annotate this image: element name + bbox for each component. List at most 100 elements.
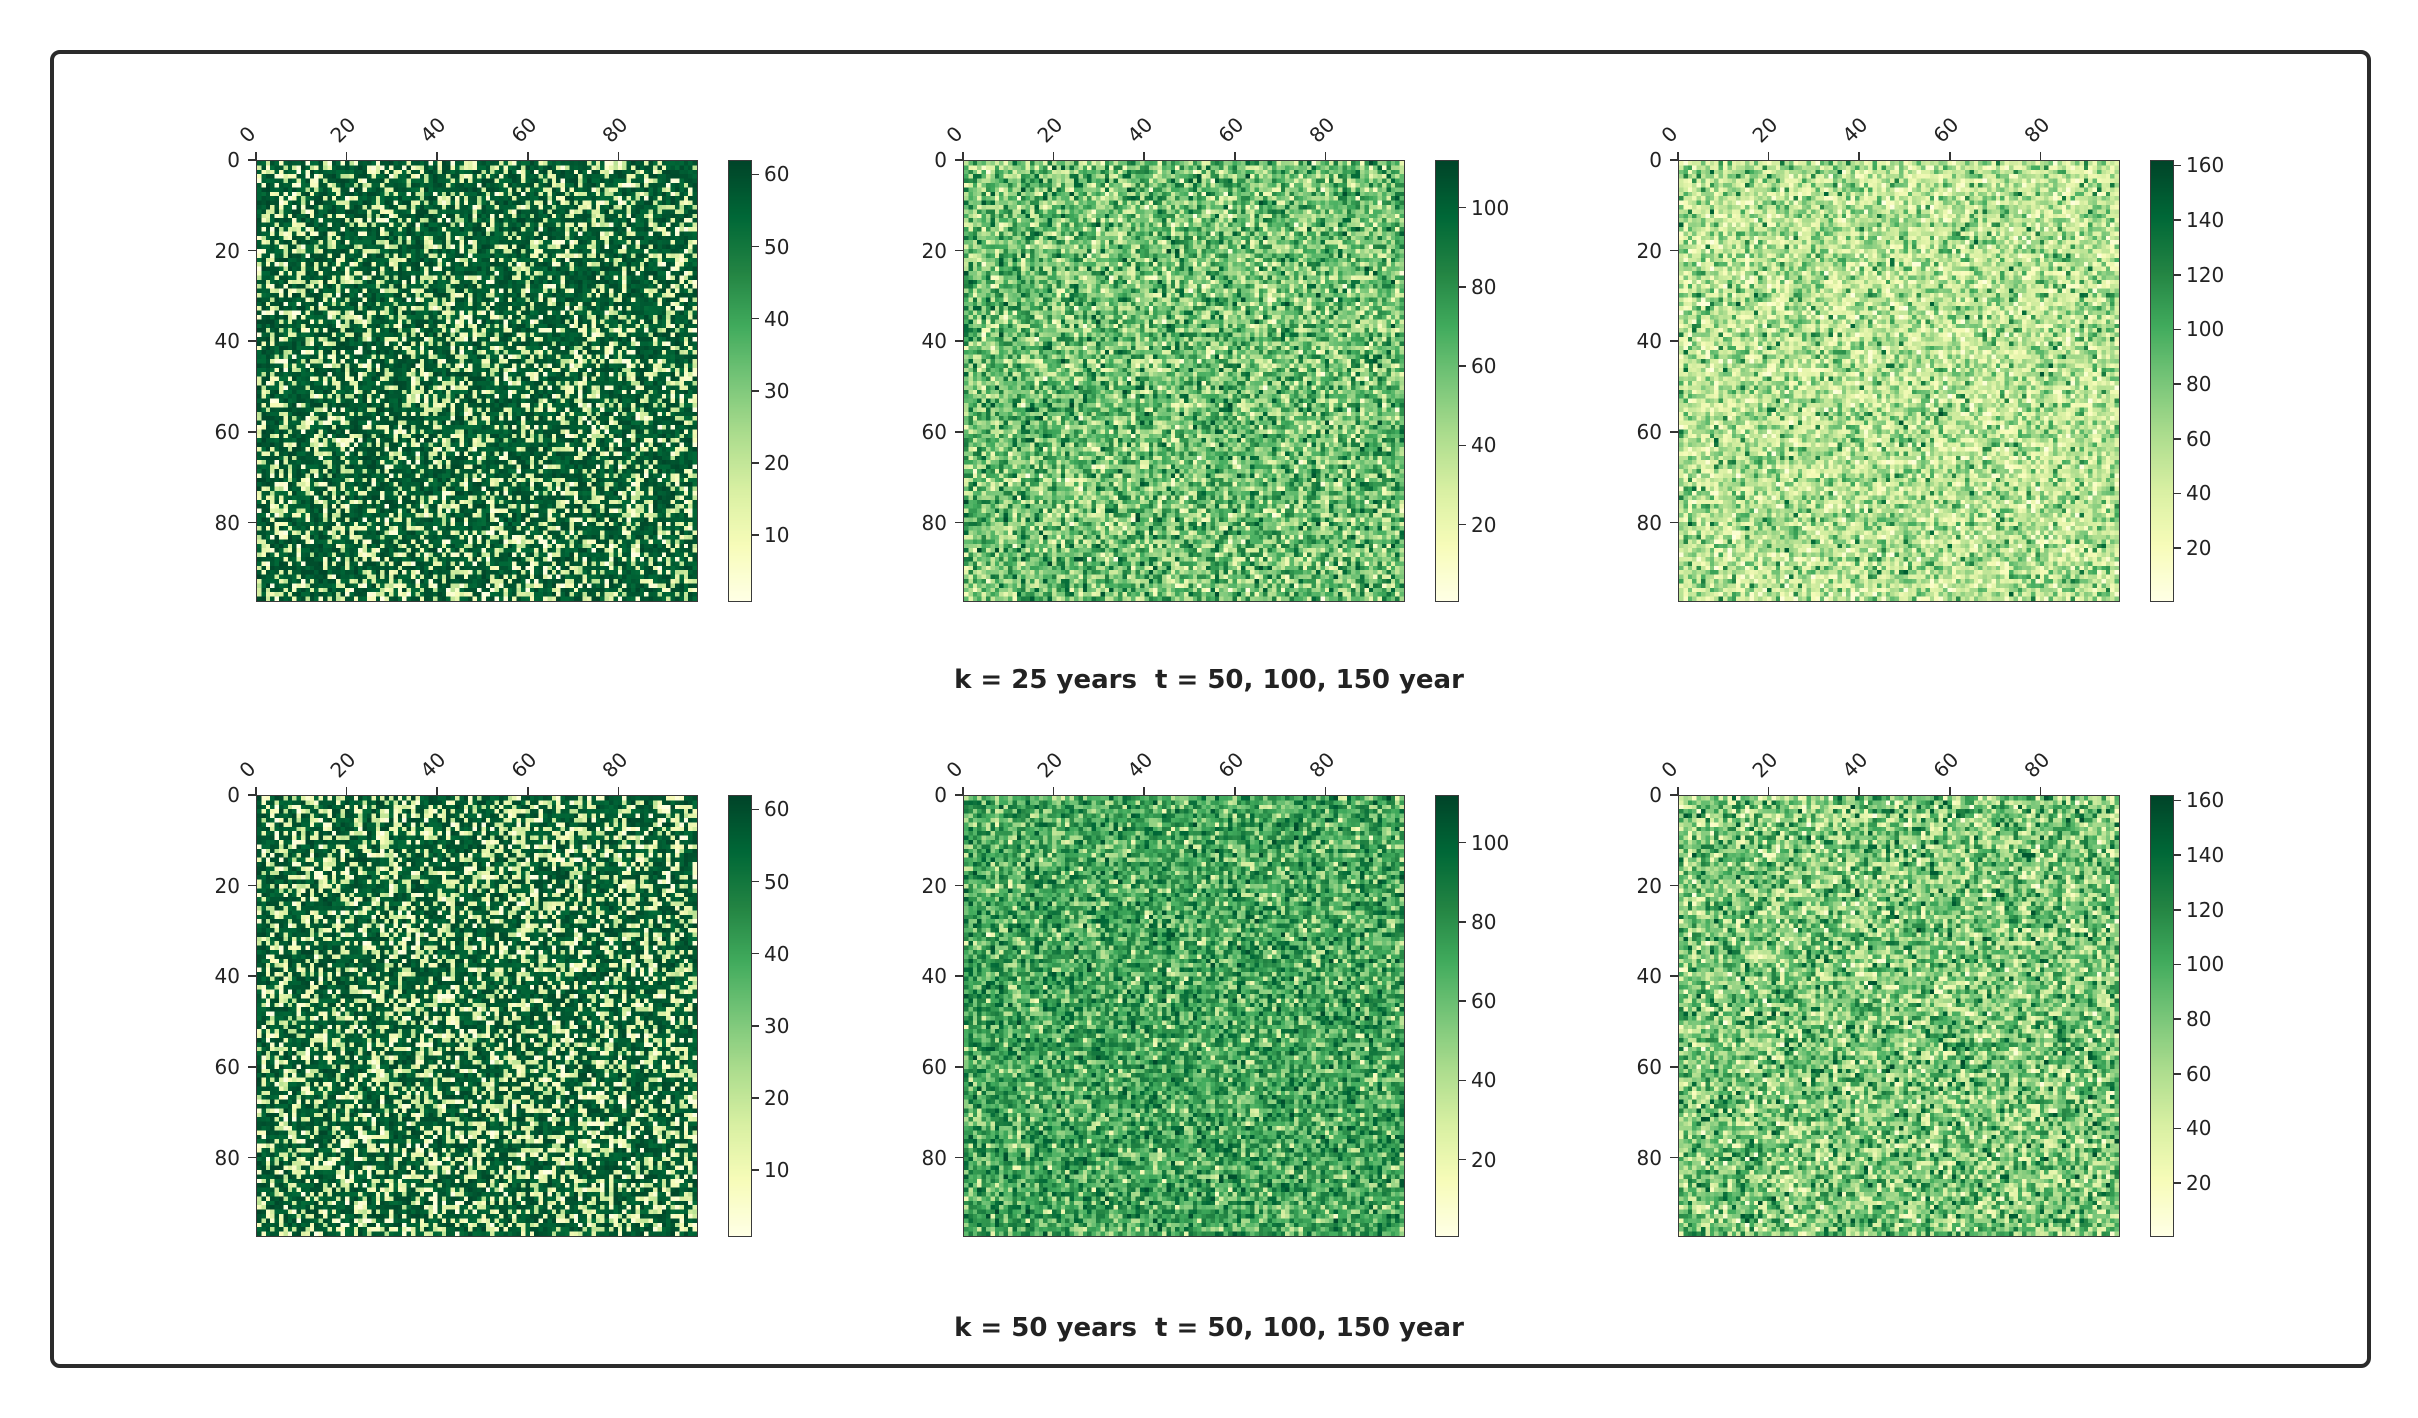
colorbar-tick-mark: [751, 880, 759, 883]
y-tick-label: 0: [227, 783, 240, 807]
colorbar-tick-label: 30: [764, 378, 790, 403]
y-tick-mark: [955, 521, 963, 524]
y-tick-mark: [1670, 431, 1678, 433]
colorbar-tick-mark: [2173, 799, 2181, 802]
colorbar-tick-label: 40: [1471, 1068, 1497, 1093]
y-tick-label: 40: [214, 964, 240, 989]
y-tick-mark: [955, 1156, 963, 1159]
x-tick-mark: [255, 152, 257, 160]
x-tick-mark: [436, 152, 438, 160]
colorbar-tick-label: 10: [764, 1158, 790, 1183]
x-tick-mark: [1677, 787, 1679, 795]
x-tick-mark: [1324, 787, 1327, 795]
y-tick-label: 80: [1636, 510, 1662, 535]
x-tick-mark: [255, 787, 257, 795]
y-tick-label: 60: [214, 1055, 240, 1080]
colorbar-tick-label: 80: [1471, 909, 1497, 934]
colorbar: [2150, 795, 2174, 1237]
y-tick-label: 0: [1649, 148, 1662, 172]
colorbar-tick-mark: [2173, 219, 2181, 221]
y-tick-mark: [955, 794, 963, 796]
colorbar-tick-label: 40: [764, 306, 790, 331]
colorbar-tick-mark: [2173, 547, 2181, 549]
colorbar-tick-mark: [751, 1169, 759, 1171]
x-tick-mark: [962, 152, 964, 160]
y-tick-mark: [248, 1156, 256, 1159]
colorbar-tick-label: 20: [2186, 536, 2212, 561]
colorbar-tick-mark: [1458, 365, 1466, 367]
colorbar-tick-label: 30: [764, 1013, 790, 1038]
y-tick-label: 20: [214, 238, 240, 263]
y-tick-mark: [1670, 794, 1678, 796]
colorbar-tick-mark: [751, 534, 759, 536]
y-tick-label: 20: [921, 238, 947, 263]
colorbar-tick-label: 20: [1471, 1147, 1497, 1172]
colorbar-tick-label: 160: [2186, 153, 2225, 178]
x-tick-mark: [2039, 152, 2042, 160]
colorbar-tick-mark: [2173, 492, 2181, 495]
colorbar-tick-label: 140: [2186, 843, 2225, 868]
colorbar: [728, 160, 752, 602]
colorbar-tick-label: 100: [1471, 195, 1510, 220]
colorbar-tick-mark: [2173, 1182, 2181, 1184]
colorbar-tick-label: 100: [2186, 952, 2225, 977]
y-tick-mark: [955, 249, 963, 252]
colorbar-tick-label: 50: [764, 869, 790, 894]
colorbar-tick-mark: [1458, 921, 1466, 923]
y-tick-mark: [955, 159, 963, 161]
y-tick-label: 60: [921, 1055, 947, 1080]
colorbar-tick-label: 120: [2186, 897, 2225, 922]
colorbar-tick-label: 60: [1471, 354, 1497, 379]
y-tick-mark: [1670, 249, 1678, 252]
caption-row-2: k = 50 years t = 50, 100, 150 year: [954, 1313, 1464, 1343]
y-tick-label: 0: [934, 148, 947, 172]
y-tick-mark: [248, 249, 256, 252]
y-tick-label: 80: [921, 1145, 947, 1170]
y-tick-mark: [1670, 884, 1678, 887]
y-tick-mark: [955, 1066, 963, 1068]
y-tick-label: 20: [921, 873, 947, 898]
colorbar-tick-label: 100: [1471, 830, 1510, 855]
colorbar-tick-label: 40: [2186, 481, 2212, 506]
x-tick-mark: [1143, 787, 1145, 795]
colorbar-tick-label: 20: [764, 1085, 790, 1110]
y-tick-mark: [248, 521, 256, 524]
y-tick-label: 40: [1636, 329, 1662, 354]
x-tick-mark: [436, 787, 438, 795]
colorbar: [1435, 160, 1459, 602]
colorbar-tick-label: 40: [764, 941, 790, 966]
x-tick-mark: [617, 152, 620, 160]
y-tick-mark: [1670, 340, 1678, 342]
x-tick-mark: [1767, 152, 1770, 160]
heatmap-cells: [963, 795, 1405, 1237]
y-tick-mark: [248, 431, 256, 433]
caption-row-1: k = 25 years t = 50, 100, 150 year: [954, 665, 1464, 695]
colorbar-tick-mark: [751, 390, 759, 392]
colorbar-tick-label: 100: [2186, 317, 2225, 342]
colorbar-tick-mark: [751, 952, 759, 955]
x-tick-mark: [1677, 152, 1679, 160]
y-tick-mark: [955, 975, 963, 977]
x-tick-mark: [1143, 152, 1145, 160]
colorbar-tick-label: 60: [2186, 426, 2212, 451]
colorbar-tick-mark: [751, 245, 759, 248]
colorbar-tick-label: 60: [764, 797, 790, 822]
x-tick-mark: [1234, 152, 1236, 160]
x-tick-mark: [527, 152, 529, 160]
colorbar-tick-mark: [751, 317, 759, 320]
y-tick-label: 80: [214, 1145, 240, 1170]
y-tick-mark: [955, 431, 963, 433]
heatmap-cells: [256, 160, 698, 602]
colorbar-tick-mark: [2173, 383, 2181, 385]
colorbar: [728, 795, 752, 1237]
colorbar-tick-mark: [751, 462, 759, 464]
colorbar-tick-label: 50: [764, 234, 790, 259]
colorbar-tick-mark: [1458, 841, 1466, 844]
colorbar-tick-mark: [1458, 1158, 1466, 1161]
y-tick-label: 20: [1636, 238, 1662, 263]
y-tick-mark: [248, 159, 256, 161]
y-tick-mark: [248, 794, 256, 796]
x-tick-mark: [2039, 787, 2042, 795]
x-tick-mark: [1234, 787, 1236, 795]
y-tick-mark: [955, 340, 963, 342]
